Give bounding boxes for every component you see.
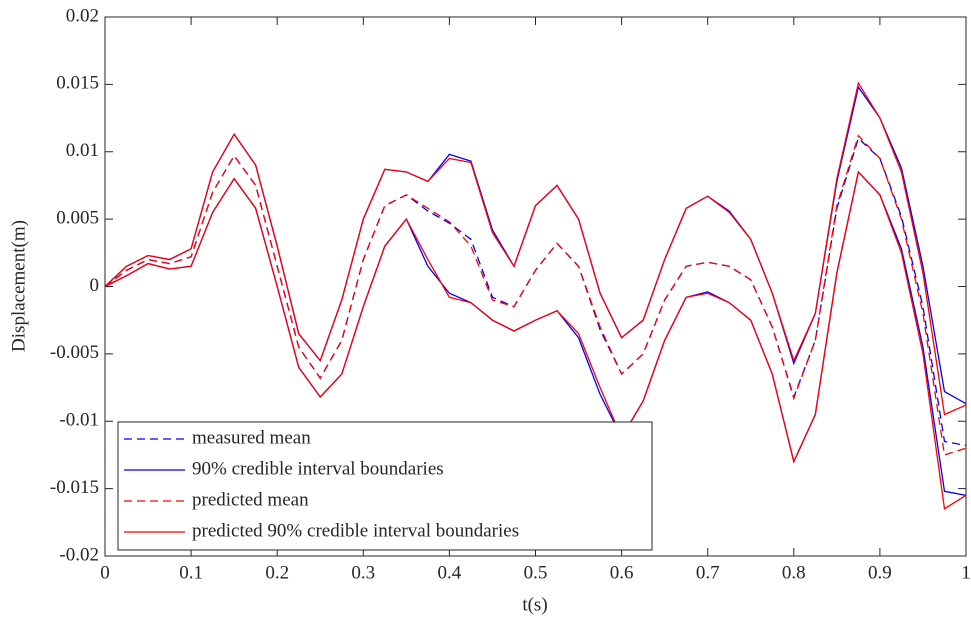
y-tick-label: 0 bbox=[90, 275, 100, 296]
y-tick-label: 0.01 bbox=[66, 140, 99, 161]
x-tick-label: 1 bbox=[961, 562, 971, 583]
bound-line bbox=[104, 81, 967, 416]
x-tick-label: 0.2 bbox=[265, 562, 289, 583]
x-axis-label: t(s) bbox=[522, 594, 547, 615]
series-line bbox=[104, 134, 967, 456]
y-tick-label: 0.005 bbox=[56, 207, 99, 228]
legend-box bbox=[117, 421, 653, 551]
y-tick-label: -0.01 bbox=[59, 410, 99, 431]
y-tick-label: -0.02 bbox=[59, 544, 99, 565]
legend-label: predicted mean bbox=[192, 489, 309, 510]
y-tick-label: 0.015 bbox=[56, 73, 99, 94]
x-tick-label: 0.3 bbox=[351, 562, 375, 583]
x-tick-label: 0.9 bbox=[868, 562, 892, 583]
y-tick-label: -0.005 bbox=[50, 342, 99, 363]
bound-line bbox=[104, 170, 967, 510]
axes-box bbox=[104, 16, 967, 557]
x-tick-label: 0.8 bbox=[782, 562, 806, 583]
y-axis-label: Displacement(m) bbox=[8, 220, 29, 352]
legend-label: 90% credible interval boundaries bbox=[192, 458, 444, 479]
x-tick-label: 0 bbox=[100, 562, 110, 583]
legend-label: predicted 90% credible interval boundari… bbox=[192, 520, 519, 541]
x-tick-label: 0.6 bbox=[610, 562, 634, 583]
x-tick-label: 0.5 bbox=[524, 562, 548, 583]
x-tick-label: 0.7 bbox=[696, 562, 720, 583]
y-tick-label: -0.015 bbox=[50, 477, 99, 498]
x-tick-label: 0.4 bbox=[438, 562, 462, 583]
x-tick-label: 0.1 bbox=[179, 562, 203, 583]
y-tick-label: 0.02 bbox=[66, 5, 99, 26]
legend-label: measured mean bbox=[192, 427, 311, 448]
